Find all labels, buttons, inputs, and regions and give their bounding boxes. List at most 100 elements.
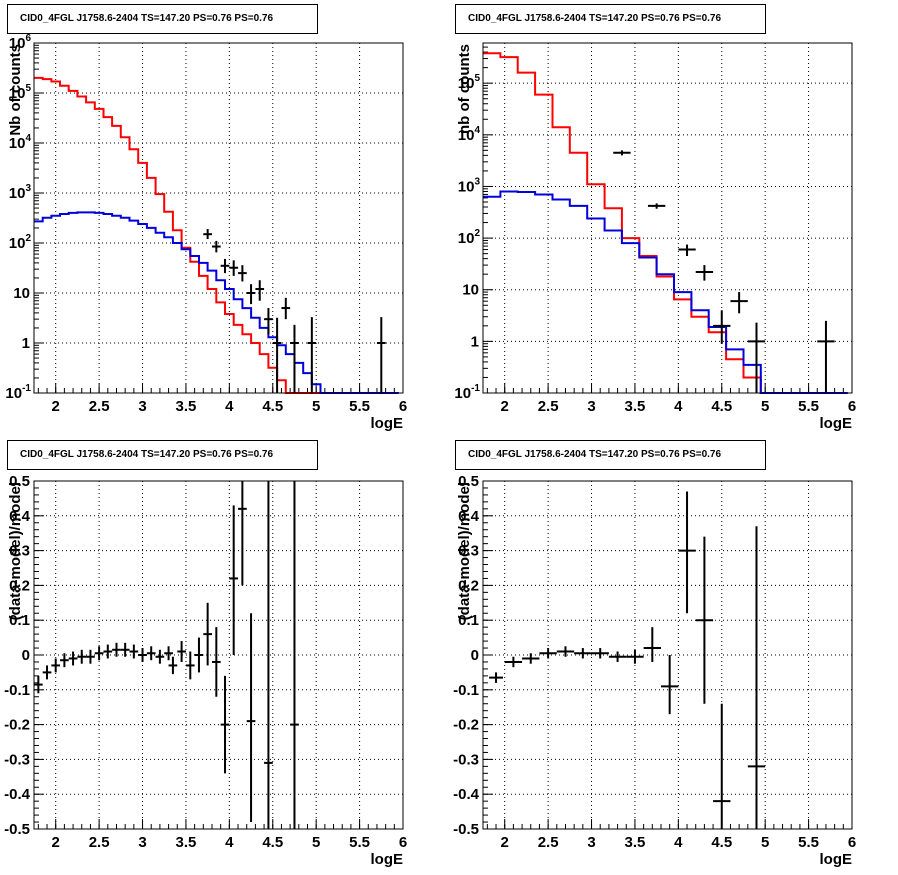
data-point — [146, 646, 156, 661]
data-point — [647, 203, 666, 209]
data-point — [238, 481, 247, 586]
data-point — [713, 703, 731, 829]
chart-4: 2 2.5 3 3.5 4 4.5 5 5.5 6 -0.5 -0.4 -0.3 -0.2 -0.1 0 0.… — [453, 473, 856, 868]
y-tick-label: -0.3 — [4, 751, 30, 768]
data-point — [68, 651, 78, 666]
x-tick-label: 4.5 — [262, 398, 283, 415]
data-point — [695, 265, 714, 281]
x-tick-label: 6 — [848, 834, 856, 851]
y-tick-label: 0.4 — [9, 508, 31, 525]
y-tick-label: 1 — [471, 333, 479, 350]
data-point — [77, 649, 87, 664]
x-tick-label: 4.5 — [262, 834, 283, 851]
x-tick-label: 5.5 — [349, 834, 370, 851]
y-tick-label: 103 — [9, 183, 32, 202]
x-tick-label: 3 — [587, 834, 595, 851]
data-point — [177, 641, 186, 662]
data-point — [120, 642, 130, 657]
data-point — [94, 646, 104, 661]
x-tick-label: 2.5 — [89, 834, 110, 851]
data-point — [272, 317, 282, 393]
data-point — [747, 322, 766, 393]
x-tick-label: 2 — [52, 834, 60, 851]
x-tick-label: 5 — [312, 398, 320, 415]
data-point — [264, 481, 273, 829]
data-point — [203, 602, 212, 666]
title-box-4: CID0_4FGL J1758.6-2404 TS=147.20 PS=0.76… — [455, 440, 766, 470]
data-point — [613, 150, 631, 156]
y-tick-label: 10 — [13, 285, 30, 302]
y-axis-label: (data-model)/model — [456, 482, 473, 620]
data-point — [203, 229, 212, 240]
x-tick-label: 6 — [848, 398, 856, 415]
data-point — [168, 656, 178, 675]
y-tick-label: -0.2 — [4, 717, 30, 734]
y-tick-label: 102 — [9, 233, 32, 252]
x-tick-label: 5.5 — [798, 834, 819, 851]
x-tick-label: 2 — [52, 398, 60, 415]
data-point — [51, 658, 61, 673]
x-axis-label: logE — [820, 415, 853, 432]
data-point — [489, 672, 503, 683]
data-point — [255, 280, 265, 301]
x-tick-label: 5 — [312, 834, 320, 851]
data-point — [817, 320, 835, 393]
x-tick-label: 2.5 — [538, 398, 559, 415]
y-tick-label: 0.2 — [458, 577, 479, 594]
y-tick-label: 103 — [458, 176, 481, 195]
x-tick-label: 3 — [138, 834, 146, 851]
y-tick-label: -0.3 — [453, 751, 479, 768]
y-tick-label: 102 — [458, 228, 481, 247]
data-point — [591, 648, 609, 659]
data-point — [246, 613, 256, 823]
data-point — [376, 317, 386, 393]
data-point — [229, 505, 239, 655]
x-tick-label: 2.5 — [538, 834, 559, 851]
data-point — [246, 284, 256, 305]
data-point — [211, 627, 221, 697]
chart-2: 2 2.5 3 3.5 4 4.5 5 5.5 610-1110102103104105logE… — [454, 42, 856, 432]
x-tick-label: 5.5 — [798, 398, 819, 415]
data-point — [164, 646, 173, 661]
data-point — [556, 646, 575, 657]
x-tick-label: 4.5 — [711, 834, 732, 851]
y-tick-label: -0.5 — [4, 821, 30, 838]
y-tick-label: 10-1 — [5, 383, 31, 402]
data-point — [539, 648, 557, 659]
y-tick-label: -0.1 — [453, 682, 479, 699]
y-tick-label: -0.4 — [4, 786, 31, 803]
chart-3: 2 2.5 3 3.5 4 4.5 5 5.5 6 -0.5 -0.4 -0.3 -0.2 -0.1 0 0.… — [4, 473, 407, 868]
y-tick-label: -0.2 — [453, 717, 479, 734]
y-tick-label: 0.5 — [458, 473, 479, 490]
x-tick-label: 5.5 — [349, 398, 370, 415]
title-box-3: CID0_4FGL J1758.6-2404 TS=147.20 PS=0.76… — [7, 440, 318, 470]
x-axis-label: logE — [371, 851, 404, 868]
data-point — [290, 324, 299, 393]
x-tick-label: 4 — [225, 398, 234, 415]
plot-frame — [482, 480, 853, 830]
x-tick-label: 4 — [674, 834, 683, 851]
y-tick-label: 10-1 — [454, 383, 480, 402]
x-axis-label: logE — [371, 415, 404, 432]
chart-1: 2 2.5 3 3.5 4 4.5 5 5.5 610-1110102103104105106l… — [5, 33, 407, 432]
data-point — [34, 675, 43, 694]
y-tick-label: 0.1 — [458, 612, 479, 629]
data-point — [103, 644, 113, 659]
histogram-series-1 — [483, 52, 848, 394]
data-point — [138, 648, 147, 662]
data-point — [660, 655, 679, 715]
data-point — [220, 675, 230, 774]
y-tick-label: 0.4 — [458, 508, 480, 525]
y-axis-label: Nb of counts — [7, 44, 24, 136]
data-point — [290, 481, 299, 829]
data-point — [281, 297, 291, 320]
data-point — [307, 317, 317, 393]
x-tick-label: 3.5 — [625, 398, 646, 415]
y-tick-label: 0.1 — [9, 612, 30, 629]
data-point — [42, 665, 52, 680]
x-tick-label: 2 — [501, 834, 509, 851]
histogram-series-2 — [483, 190, 848, 394]
x-tick-label: 2 — [501, 398, 509, 415]
data-point — [238, 265, 247, 282]
